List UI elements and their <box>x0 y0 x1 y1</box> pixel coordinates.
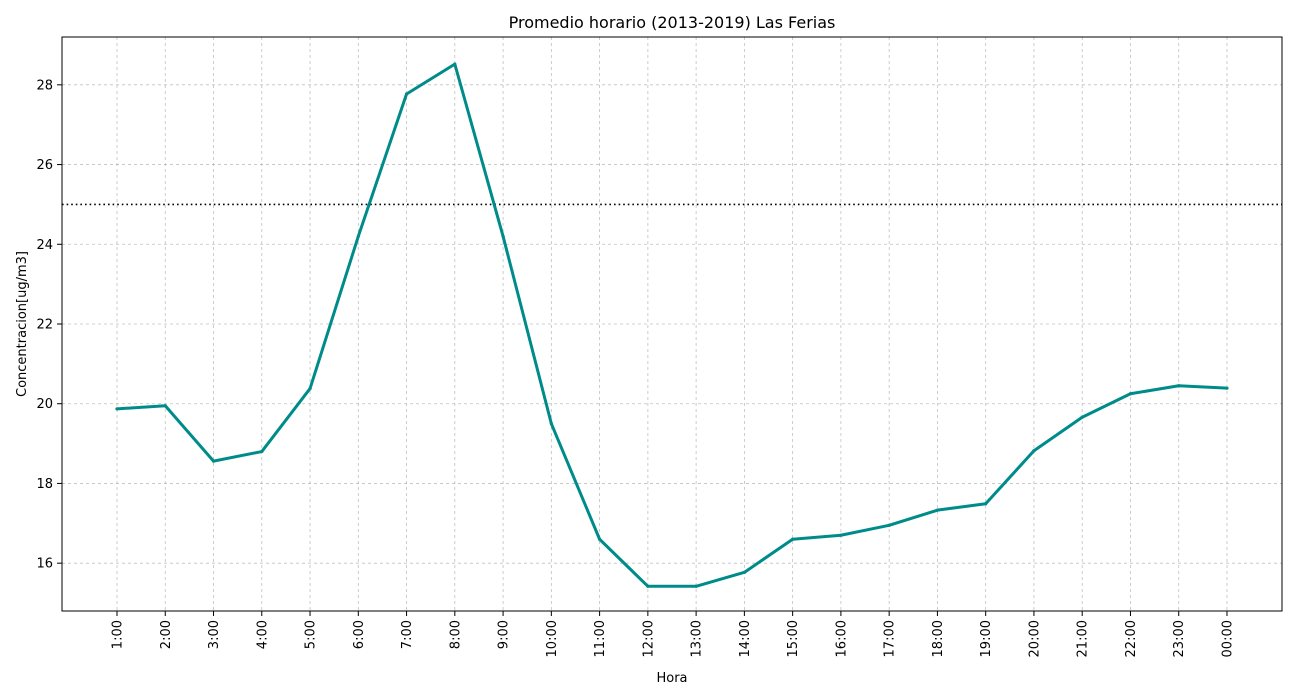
series-line <box>116 62 1228 588</box>
data-point <box>984 502 988 506</box>
x-tick-label: 21:00 <box>1076 620 1091 657</box>
y-tick-label: 16 <box>36 557 53 572</box>
data-point <box>1032 449 1036 453</box>
x-tick-label: 11:00 <box>593 620 608 657</box>
x-tick-label: 13:00 <box>690 620 705 657</box>
x-tick-label: 5:00 <box>304 620 319 649</box>
x-tick-label: 00:00 <box>1220 620 1235 657</box>
data-point <box>308 386 312 391</box>
data-point <box>404 92 409 96</box>
y-tick-label: 24 <box>36 238 53 253</box>
x-axis: 1:00 2:00 3:00 4:00 5:00 6:00 7:00 8:00 9:00 10:0… <box>111 611 1235 657</box>
x-tick-label: 18:00 <box>931 620 946 657</box>
data-point <box>1080 415 1084 419</box>
data-point <box>501 234 505 238</box>
data-point <box>1225 386 1229 390</box>
x-tick-label: 20:00 <box>1027 620 1042 657</box>
y-tick-label: 18 <box>36 477 53 492</box>
x-tick-label: 6:00 <box>352 620 367 649</box>
series-layer <box>115 62 1229 588</box>
data-point <box>260 449 264 454</box>
x-tick-label: 8:00 <box>448 620 463 649</box>
x-tick-label: 15:00 <box>786 620 801 657</box>
x-tick-label: 14:00 <box>738 620 753 657</box>
data-point <box>453 62 457 66</box>
grid-layer <box>62 37 1282 611</box>
data-point <box>887 523 891 527</box>
data-point <box>1177 384 1181 388</box>
data-point <box>742 570 746 574</box>
x-tick-label: 12:00 <box>641 620 656 657</box>
data-point <box>115 407 119 411</box>
data-point <box>839 533 843 537</box>
data-point <box>598 537 602 541</box>
x-tick-label: 10:00 <box>545 620 560 657</box>
data-point <box>549 422 553 426</box>
chart-title: Promedio horario (2013-2019) Las Ferias <box>509 13 836 32</box>
x-tick-label: 22:00 <box>1124 620 1139 657</box>
data-point <box>791 537 795 541</box>
y-tick-label: 28 <box>36 78 53 93</box>
x-tick-label: 7:00 <box>400 620 415 649</box>
x-tick-label: 16:00 <box>834 620 849 657</box>
x-tick-label: 9:00 <box>497 620 512 649</box>
data-point <box>356 234 360 238</box>
x-tick-label: 19:00 <box>979 620 994 657</box>
y-tick-label: 22 <box>36 318 53 333</box>
y-axis: 16 18 20 22 24 26 28 <box>36 78 62 572</box>
x-tick-label: 2:00 <box>159 620 174 649</box>
data-point <box>1128 392 1133 396</box>
data-point <box>694 584 698 588</box>
y-tick-label: 20 <box>36 397 53 412</box>
x-tick-label: 1:00 <box>111 620 126 649</box>
x-tick-label: 3:00 <box>207 620 222 649</box>
data-point <box>211 459 216 463</box>
x-tick-label: 4:00 <box>255 620 270 649</box>
x-axis-label: Hora <box>656 671 687 686</box>
data-point <box>163 404 167 408</box>
x-tick-label: 23:00 <box>1172 620 1187 657</box>
y-tick-label: 26 <box>36 158 53 173</box>
x-tick-label: 17:00 <box>883 620 898 657</box>
y-axis-label: Concentracion[ug/m3] <box>15 251 30 397</box>
data-point <box>935 508 940 512</box>
data-point <box>646 584 650 588</box>
